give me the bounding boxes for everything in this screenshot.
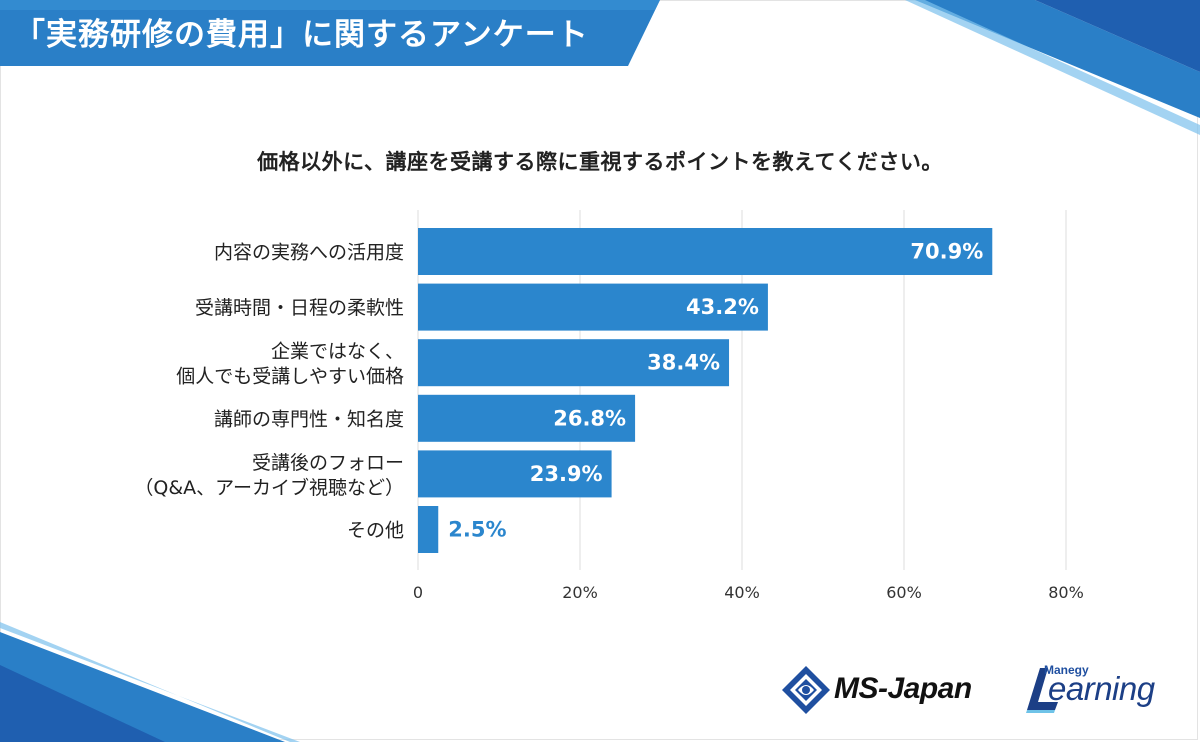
bar (418, 506, 439, 553)
header-band (0, 0, 660, 66)
manegy-logo-text: Manegy (1044, 663, 1089, 677)
bar (418, 283, 768, 331)
bottom-left-stripe-dark (0, 665, 165, 742)
x-tick-label: 0 (413, 583, 423, 602)
ms-japan-diamond-logo-icon (782, 666, 830, 714)
bar (418, 228, 993, 275)
ms-japan-logo-text: MS-Japan (834, 672, 972, 705)
data-label: 23.9% (530, 462, 603, 486)
top-right-stripe-dark (1035, 0, 1200, 72)
data-label: 70.9% (910, 240, 983, 264)
learning-logo-text: earning (1048, 670, 1155, 707)
manegy-learning-L-logo-icon (1026, 668, 1058, 713)
bar (418, 394, 636, 442)
survey-question: 価格以外に、講座を受講する際に重視するポイントを教えてください。 (257, 150, 943, 174)
footer-logos: MS-Japan Manegy earning (780, 660, 1180, 732)
category-label: その他 (347, 520, 404, 542)
x-tick-label: 40% (724, 583, 760, 602)
x-tick-label: 80% (1048, 583, 1084, 602)
data-label: 26.8% (553, 406, 626, 430)
x-tick-label: 20% (562, 583, 598, 602)
header-title: 「実務研修の費用」に関するアンケート (14, 17, 589, 53)
x-tick-label: 60% (886, 583, 922, 602)
bar (418, 339, 730, 387)
data-label: 2.5% (448, 518, 506, 542)
category-label: 受講後のフォロー (252, 452, 404, 474)
bar (418, 450, 612, 498)
category-label: 講師の専門性・知名度 (214, 408, 404, 430)
category-label: 受講時間・日程の柔軟性 (195, 297, 404, 319)
category-label: 企業ではなく、 (271, 341, 404, 363)
category-label: 内容の実務への活用度 (214, 242, 404, 264)
category-label: 個人でも受講しやすい価格 (176, 366, 404, 388)
data-label: 38.4% (647, 351, 720, 375)
data-label: 43.2% (686, 295, 759, 319)
category-label: （Q&A、アーカイブ視聴など） (134, 476, 404, 499)
